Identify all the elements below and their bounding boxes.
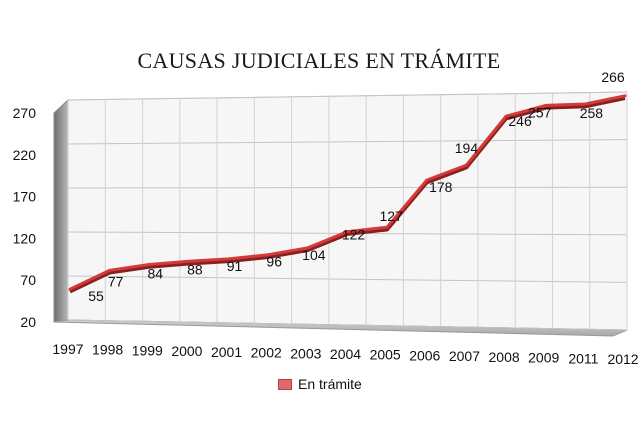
y-tick-label: 270 [13, 105, 37, 121]
y-tick-label: 170 [13, 189, 37, 205]
x-axis: 1997 1998 1999 2000 2001 2002 2003 2004 2005 2006… [52, 341, 638, 367]
data-point [385, 225, 389, 229]
chart-title: CAUSAS JUDICIALES EN TRÁMITE [137, 48, 501, 73]
series-line-shadow [69, 96, 626, 294]
data-point [147, 263, 151, 266]
data-label: 266 [601, 69, 625, 85]
data-point [187, 259, 191, 263]
data-point [465, 163, 468, 167]
x-tick-label: 2003 [290, 345, 321, 361]
data-point [504, 114, 508, 118]
x-tick-label: 2011 [568, 350, 598, 366]
gridlines [67, 91, 628, 331]
gridline-y [67, 139, 628, 145]
x-tick-label: 2000 [171, 343, 202, 359]
series-en-tramite [68, 94, 627, 294]
legend: En trámite [278, 375, 362, 393]
y-axis: 20 70 120 170 220 270 [13, 105, 37, 330]
data-label: 194 [455, 140, 479, 156]
data-label: 77 [108, 273, 124, 289]
data-point [346, 230, 349, 233]
gridline-y [67, 275, 628, 283]
x-tick-label: 2005 [370, 347, 401, 363]
back-wall-panel [67, 91, 628, 331]
data-label: 96 [266, 254, 282, 270]
data-label: 91 [227, 258, 243, 274]
data-point [544, 104, 548, 107]
y-tick-label: 220 [13, 147, 37, 163]
data-point [108, 268, 112, 272]
data-label: 246 [508, 113, 532, 129]
data-point [266, 253, 270, 257]
side-wall-panel [53, 98, 69, 323]
x-tick-label: 1997 [52, 341, 83, 357]
x-tick-label: 2006 [409, 347, 440, 363]
data-point [227, 257, 230, 261]
x-tick-label: 1998 [92, 342, 123, 358]
y-tick-label: 20 [20, 314, 36, 330]
y-tick-label: 120 [13, 230, 37, 246]
data-label: 84 [147, 265, 163, 281]
data-point [583, 102, 587, 106]
data-label: 127 [379, 208, 403, 224]
legend-label: En trámite [298, 376, 362, 392]
data-label: 258 [580, 105, 604, 121]
x-tick-label: 2004 [330, 346, 361, 362]
data-label: 122 [342, 227, 366, 243]
legend-swatch [278, 378, 292, 390]
y-tick-label: 70 [20, 272, 36, 288]
gridline-y [67, 186, 628, 189]
data-label: 55 [88, 288, 104, 304]
x-tick-label: 2009 [528, 350, 559, 366]
x-tick-label: 1999 [132, 342, 163, 358]
x-tick-label: 2007 [449, 348, 480, 364]
data-label: 257 [528, 104, 552, 120]
data-label: 178 [429, 179, 453, 195]
plot-back-wall [53, 91, 628, 337]
x-tick-label: 2012 [607, 351, 638, 367]
data-point [68, 287, 72, 291]
x-tick-label: 2001 [211, 344, 242, 360]
gridline-y [67, 319, 628, 331]
x-tick-label: 2008 [489, 349, 520, 365]
x-tick-label: 2002 [251, 345, 282, 361]
gridline-y [67, 91, 628, 101]
data-point [425, 178, 429, 182]
data-point [623, 94, 627, 98]
data-point [306, 246, 310, 250]
data-label: 88 [187, 261, 203, 277]
data-label: 104 [302, 247, 326, 263]
